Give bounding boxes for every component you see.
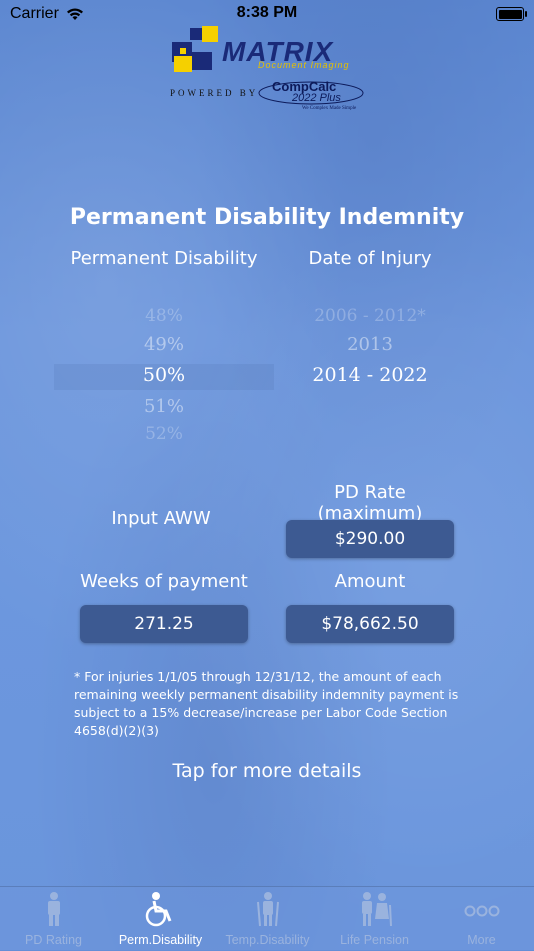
standing-person-icon xyxy=(0,891,107,927)
pd-rate-value: $290.00 xyxy=(286,520,454,558)
picker-option[interactable]: 51% xyxy=(143,396,184,417)
partner-tagline: We Complex Made Simple xyxy=(302,106,357,111)
tab-label: Temp.Disability xyxy=(225,933,310,947)
tab-life-pension[interactable]: Life Pension xyxy=(321,887,428,951)
picker-selection-band xyxy=(54,364,274,390)
more-dots-icon xyxy=(428,891,534,927)
picker-option[interactable]: 52% xyxy=(145,424,183,444)
pd-percent-picker[interactable]: 48% 49% 50% 51% 52% xyxy=(54,300,274,450)
partner-name: CompCalc xyxy=(272,79,337,94)
matrix-compcalc-logo: MATRIX Document Imaging POWERED BY CompC… xyxy=(168,24,368,124)
picker-option-selected[interactable]: 2014 - 2022 xyxy=(312,364,428,386)
weeks-of-payment-value: 271.25 xyxy=(80,605,248,643)
picker-option-selected[interactable]: 50% xyxy=(142,364,186,386)
date-of-injury-heading: Date of Injury xyxy=(308,248,432,269)
picker-option[interactable]: 48% xyxy=(145,306,183,326)
tab-bar: PD Rating Perm.Disability Temp.Disabilit… xyxy=(0,886,534,951)
picker-option[interactable]: 2013 xyxy=(347,334,393,355)
amount-value: $78,662.50 xyxy=(286,605,454,643)
more-details-link[interactable]: Tap for more details xyxy=(172,760,362,782)
clock: 8:38 PM xyxy=(236,4,298,21)
footnote: * For injuries 1/1/05 through 12/31/12, … xyxy=(74,669,459,738)
wifi-icon xyxy=(66,6,84,25)
picker-option[interactable]: 49% xyxy=(143,334,184,355)
partner-version: 2022 Plus xyxy=(292,92,341,104)
brand-name: MATRIX xyxy=(222,36,334,67)
tab-label: Life Pension xyxy=(340,933,409,947)
elderly-couple-icon xyxy=(321,891,428,927)
carrier-label: Carrier xyxy=(10,5,59,22)
wheelchair-icon xyxy=(107,891,214,927)
tab-more[interactable]: More xyxy=(428,887,534,951)
brand-subtitle: Document Imaging xyxy=(258,60,350,70)
tab-label: PD Rating xyxy=(25,933,82,947)
battery-icon xyxy=(496,7,527,21)
crutches-icon xyxy=(214,891,321,927)
picker-option[interactable]: 2006 - 2012* xyxy=(314,306,426,326)
amount-label: Amount xyxy=(334,571,406,592)
tab-pd-rating[interactable]: PD Rating xyxy=(0,887,107,951)
page-title: Permanent Disability Indemnity xyxy=(69,205,465,230)
tab-label: Perm.Disability xyxy=(118,933,203,947)
pd-rate-label: PD Rate (maximum) xyxy=(317,482,423,524)
input-aww-label[interactable]: Input AWW xyxy=(111,508,211,529)
powered-by-label: POWERED BY xyxy=(170,88,259,98)
status-bar: Carrier 8:38 PM xyxy=(0,0,534,28)
date-of-injury-picker[interactable]: 2006 - 2012* 2013 2014 - 2022 xyxy=(260,300,480,450)
weeks-of-payment-label: Weeks of payment xyxy=(80,571,248,592)
permanent-disability-heading: Permanent Disability xyxy=(70,248,258,269)
tab-perm-disability[interactable]: Perm.Disability xyxy=(107,887,214,951)
swoosh-icon xyxy=(258,81,364,105)
tab-label: More xyxy=(467,933,496,947)
tab-temp-disability[interactable]: Temp.Disability xyxy=(214,887,321,951)
